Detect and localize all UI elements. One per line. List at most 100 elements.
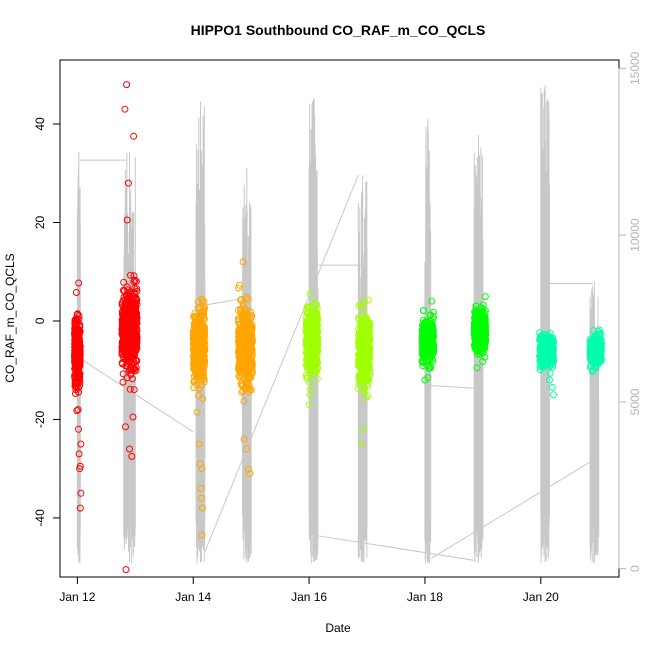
data-point xyxy=(119,360,126,368)
data-point xyxy=(75,364,83,372)
data-point xyxy=(365,328,373,336)
data-point xyxy=(538,332,546,340)
data-point xyxy=(73,407,81,415)
data-point xyxy=(313,314,321,322)
data-point xyxy=(122,566,130,574)
data-point xyxy=(127,271,134,279)
data-point xyxy=(123,81,131,89)
data-point xyxy=(196,319,204,327)
data-point xyxy=(190,378,198,385)
data-point xyxy=(197,310,205,318)
data-point xyxy=(126,445,133,453)
data-point xyxy=(123,216,131,224)
data-point xyxy=(358,338,366,346)
data-point xyxy=(364,392,372,400)
data-point xyxy=(365,342,373,350)
data-point xyxy=(72,383,80,391)
data-point xyxy=(119,370,127,378)
data-point xyxy=(197,484,205,492)
data-point xyxy=(72,355,80,363)
data-point xyxy=(306,391,314,399)
trace-connector xyxy=(430,458,597,560)
data-point xyxy=(193,408,201,416)
data-point xyxy=(422,323,430,331)
series-flight1 xyxy=(71,279,85,512)
data-point xyxy=(132,336,140,344)
data-point xyxy=(129,325,137,333)
data-point xyxy=(424,374,432,382)
data-point xyxy=(479,358,487,365)
data-point xyxy=(235,348,243,356)
data-point xyxy=(131,326,139,334)
data-point xyxy=(133,357,141,365)
data-point xyxy=(313,335,321,343)
data-point xyxy=(121,319,129,327)
data-point xyxy=(303,320,311,328)
data-point xyxy=(477,324,485,332)
data-point xyxy=(364,361,371,368)
data-point xyxy=(314,340,322,348)
data-point xyxy=(72,325,80,333)
chart-title: HIPPO1 Southbound CO_RAF_m_CO_QCLS xyxy=(191,22,486,38)
data-point xyxy=(123,311,130,318)
data-point xyxy=(197,494,205,502)
x-tick-label: Jan 14 xyxy=(175,590,211,604)
data-point xyxy=(125,291,133,299)
data-point xyxy=(76,350,84,358)
data-point xyxy=(359,319,367,327)
data-point xyxy=(424,345,432,353)
data-point xyxy=(120,305,128,313)
data-point xyxy=(196,460,204,468)
data-point xyxy=(240,435,248,443)
x-axis: Jan 12 Jan 14 Jan 16 Jan 18 Jan 20 xyxy=(59,576,559,604)
data-point xyxy=(540,338,548,346)
data-point xyxy=(198,465,206,473)
data-point xyxy=(303,313,310,321)
data-point xyxy=(128,452,136,460)
data-point xyxy=(198,365,206,373)
data-point xyxy=(235,327,243,335)
series-flight5 xyxy=(302,290,322,409)
data-point xyxy=(313,301,320,309)
data-point xyxy=(537,348,544,356)
data-point xyxy=(480,339,488,347)
data-point xyxy=(586,346,594,354)
data-point xyxy=(359,425,367,433)
data-point xyxy=(248,326,256,334)
data-point xyxy=(130,278,138,286)
data-point xyxy=(481,314,489,322)
y-axis-title: CO_RAF_m_CO_QCLS xyxy=(3,253,17,382)
data-point xyxy=(306,386,314,393)
data-point xyxy=(243,293,251,301)
y2-axis: 0 5000 10000 15000 xyxy=(618,51,642,572)
data-point xyxy=(75,329,83,337)
data-point xyxy=(199,335,207,343)
data-point xyxy=(131,285,139,292)
y-axis: -40 -20 0 20 40 xyxy=(33,117,61,527)
data-point xyxy=(428,319,436,327)
data-point xyxy=(235,365,242,373)
data-point xyxy=(302,361,310,369)
data-point xyxy=(75,450,83,458)
data-point xyxy=(198,531,206,539)
trace-connector xyxy=(204,297,243,306)
data-point xyxy=(133,316,141,324)
data-point xyxy=(481,293,489,301)
data-point xyxy=(241,369,249,377)
data-point xyxy=(132,344,140,352)
data-point xyxy=(313,375,321,383)
data-point xyxy=(357,343,365,351)
data-point xyxy=(303,303,311,311)
data-point xyxy=(480,315,487,323)
data-point xyxy=(246,470,254,478)
data-point xyxy=(74,362,82,370)
data-point xyxy=(305,401,313,409)
data-point xyxy=(243,312,251,320)
y-tick-label: -20 xyxy=(33,410,47,428)
data-point xyxy=(193,366,201,374)
data-point xyxy=(191,332,199,340)
data-point xyxy=(547,355,554,363)
data-point xyxy=(200,378,208,386)
data-point xyxy=(427,324,435,331)
x-tick-label: Jan 12 xyxy=(59,590,95,604)
